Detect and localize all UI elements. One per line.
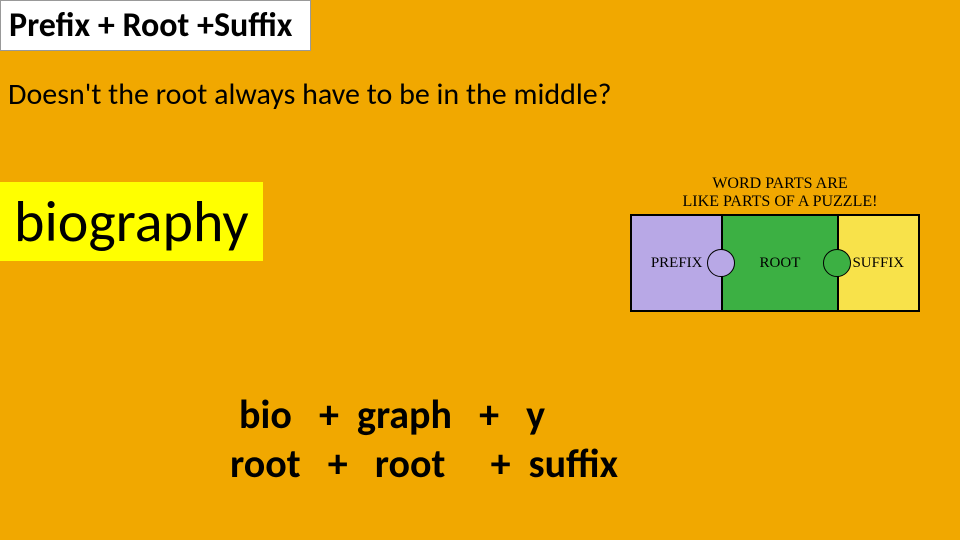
title-plus1: + [90,5,122,46]
puzzle-pieces: PREFIX ROOT SUFFIX [630,214,920,312]
breakdown-parts: bio + graph + y [230,390,618,439]
puzzle-caption: WORD PARTS ARE LIKE PARTS OF A PUZZLE! [630,175,930,210]
slide-title: Prefix + Root +Suffix [0,0,311,51]
puzzle-piece-prefix: PREFIX [631,215,722,311]
puzzle-caption-line2: LIKE PARTS OF A PUZZLE! [683,193,878,210]
puzzle-piece-root: ROOT [722,215,837,311]
title-suffix: Suffix [214,5,292,46]
title-plus2: + [189,5,214,46]
word-breakdown: bio + graph + y root + root + suffix [230,390,618,488]
breakdown-types: root + root + suffix [230,439,618,488]
puzzle-diagram: WORD PARTS ARE LIKE PARTS OF A PUZZLE! P… [630,175,930,312]
puzzle-caption-line1: WORD PARTS ARE [712,175,847,192]
title-root: Root [122,5,189,46]
example-word: biography [0,182,263,261]
title-prefix: Prefix [9,5,90,46]
question-text: Doesn't the root always have to be in th… [0,70,632,119]
